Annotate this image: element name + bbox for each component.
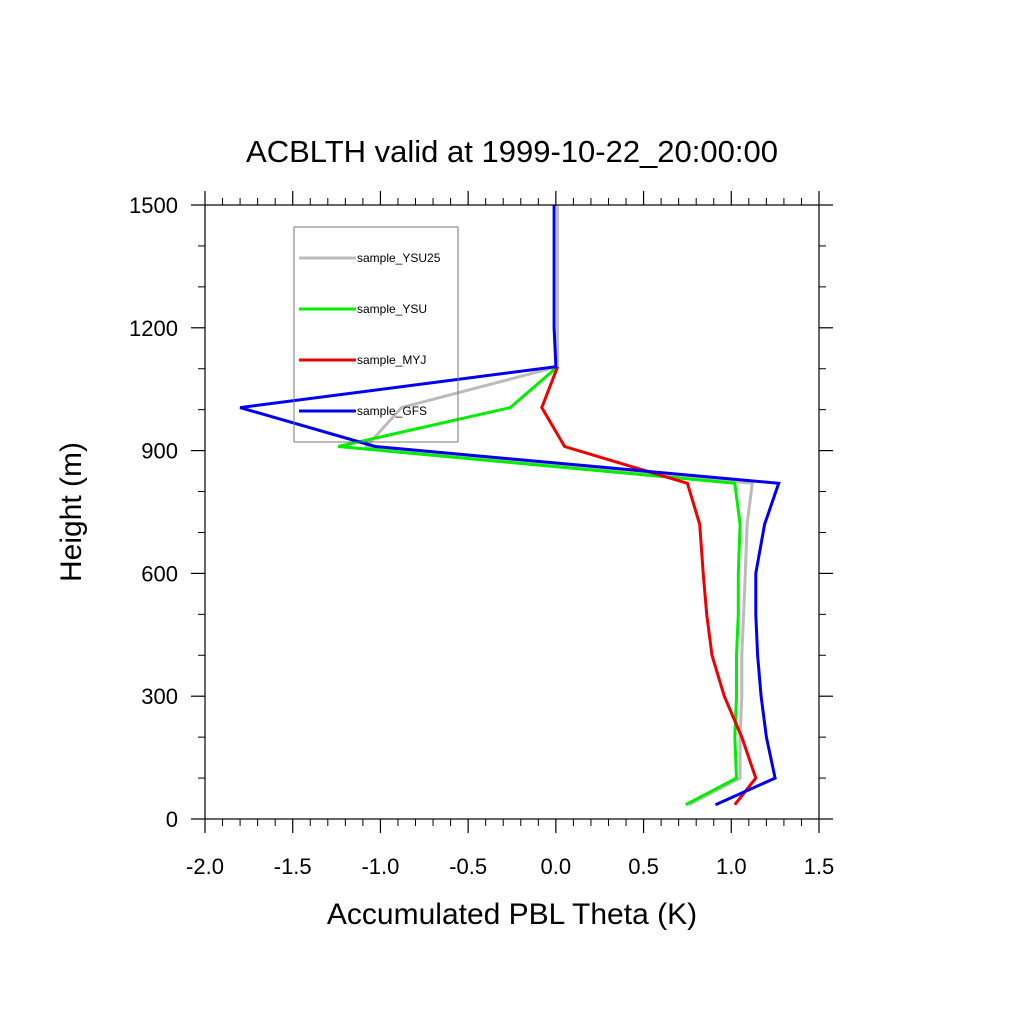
axis-ticks [191,191,833,833]
x-tick-label: 0.5 [628,854,659,879]
y-tick-label: 1500 [129,193,178,218]
legend-box [293,226,459,443]
x-tick-label: -1.0 [361,854,399,879]
series-line-sample_YSU25 [363,205,754,807]
legend: sample_YSU25 sample_YSU sample_MYJ sample_G… [293,226,459,443]
chart-title: ACBLTH valid at 1999-10-22_20:00:00 [246,134,778,169]
series-line-sample_YSU [337,365,742,807]
y-tick-label: 1200 [129,316,178,341]
x-tick-label: 1.0 [716,854,747,879]
legend-label: sample_MYJ [357,353,426,367]
x-tick-label: -0.5 [449,854,487,879]
legend-label: sample_GFS [357,404,427,418]
legend-label: sample_YSU25 [357,251,441,265]
series-line-sample_MYJ [540,366,758,806]
plot-frame [204,204,820,820]
legend-label: sample_YSU [357,302,427,316]
y-tick-label: 0 [166,807,178,832]
x-tick-label: 0.0 [541,854,572,879]
y-tick-label: 900 [141,439,178,464]
x-axis-label: Accumulated PBL Theta (K) [327,898,697,931]
plot-lines [239,205,781,807]
series-line-sample_GFS [239,205,781,807]
y-axis-label: Height (m) [55,442,88,582]
y-tick-label: 600 [141,561,178,586]
x-tick-label: -2.0 [186,854,224,879]
x-tick-label: -1.5 [274,854,312,879]
y-tick-label: 300 [141,684,178,709]
x-tick-label: 1.5 [804,854,835,879]
tick-labels: -2.0 -1.5 -1.0 -0.5 0.0 0.5 1.0 1.5 0 300 600 900 12… [129,193,834,879]
